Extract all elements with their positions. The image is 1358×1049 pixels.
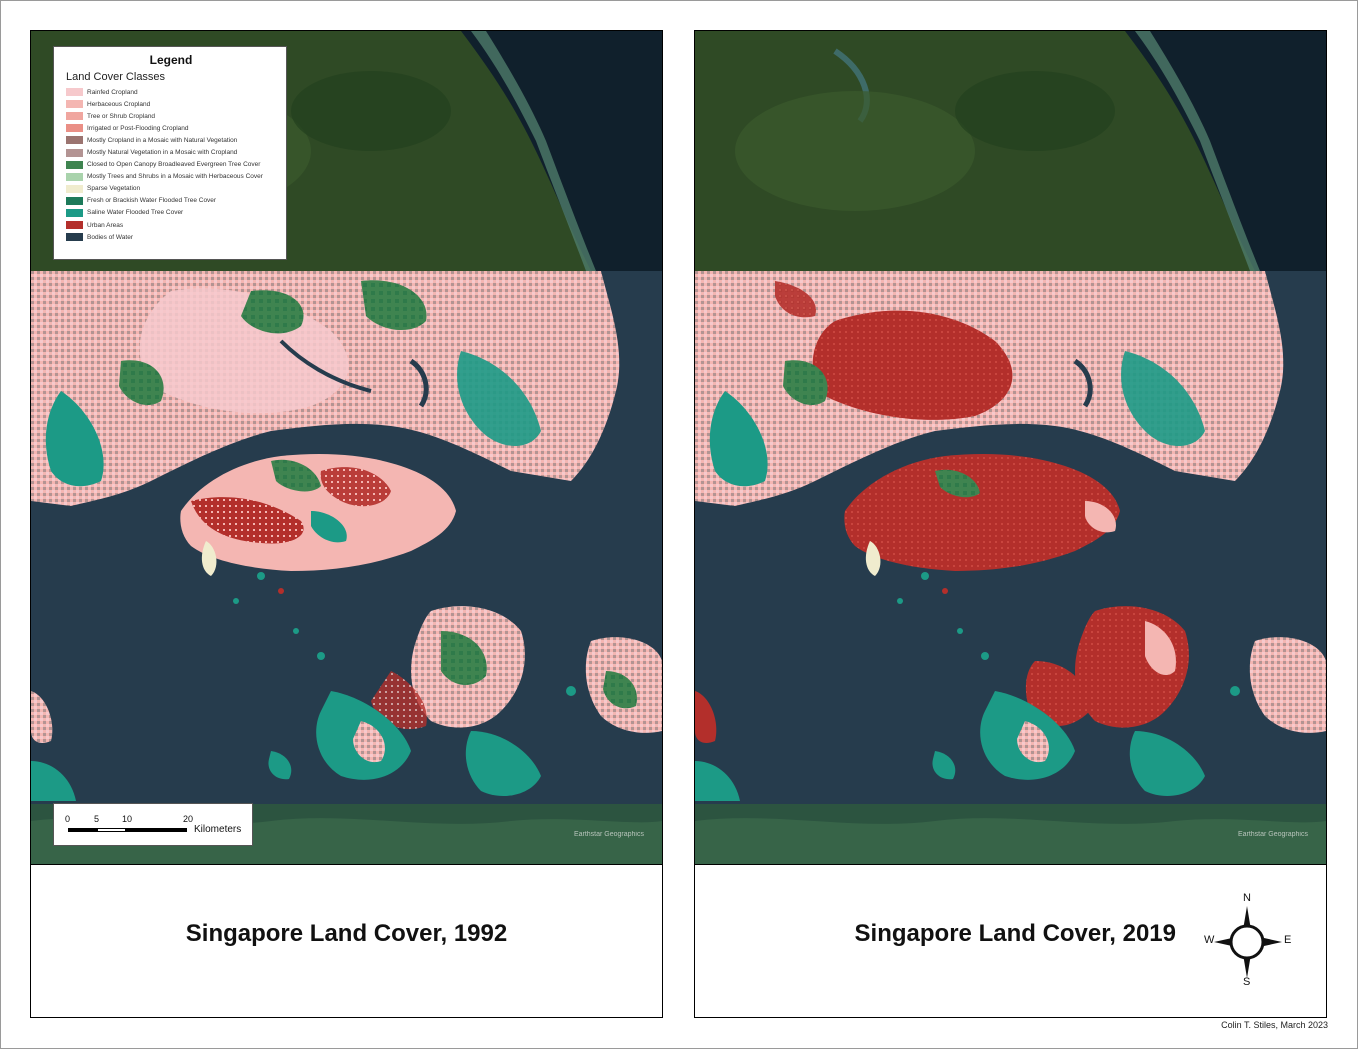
legend-item: Sparse Vegetation xyxy=(66,183,276,195)
compass-w: W xyxy=(1204,934,1215,946)
legend-swatch xyxy=(66,172,83,181)
legend-item: Fresh or Brackish Water Flooded Tree Cov… xyxy=(66,195,276,207)
map-title-2019: Singapore Land Cover, 2019 xyxy=(854,920,1176,947)
scale-unit: Kilometers xyxy=(194,824,242,835)
scale-tick-10: 10 xyxy=(122,814,133,824)
land-cover-map-2019 xyxy=(695,31,1326,864)
title-area-1992: Singapore Land Cover, 1992 xyxy=(31,864,662,1018)
legend-label: Sparse Vegetation xyxy=(87,185,141,193)
compass-s: S xyxy=(1243,976,1251,988)
map-frame-2019[interactable]: Earthstar Geographics xyxy=(695,31,1326,864)
legend-label: Saline Water Flooded Tree Cover xyxy=(87,209,184,217)
legend-label: Mostly Natural Vegetation in a Mosaic wi… xyxy=(87,149,238,157)
title-area-2019: Singapore Land Cover, 2019 xyxy=(695,864,1326,1018)
legend-label: Irrigated or Post-Flooding Cropland xyxy=(87,124,189,132)
legend-swatch xyxy=(66,112,83,121)
legend-items: Rainfed Cropland Herbaceous Cropland Tree … xyxy=(66,86,276,243)
sparse-vegetation-patch xyxy=(865,541,881,576)
legend-label: Bodies of Water xyxy=(87,233,134,241)
legend-label: Mostly Cropland in a Mosaic with Natural… xyxy=(87,136,238,144)
legend-item: Saline Water Flooded Tree Cover xyxy=(66,207,276,219)
legend-item: Irrigated or Post-Flooding Cropland xyxy=(66,122,276,134)
legend-item: Herbaceous Cropland xyxy=(66,98,276,110)
sparse-vegetation-patch xyxy=(201,541,217,576)
legend-title: Legend xyxy=(149,53,193,67)
attribution-2019: Earthstar Geographics xyxy=(1237,831,1308,838)
legend-swatch xyxy=(66,221,83,230)
legend-label: Tree or Shrub Cropland xyxy=(87,112,156,120)
legend-swatch xyxy=(66,124,83,133)
map-title-1992: Singapore Land Cover, 1992 xyxy=(185,920,508,947)
scale-tick-20: 20 xyxy=(183,814,194,824)
legend-swatch xyxy=(66,184,83,193)
legend-swatch xyxy=(66,88,83,97)
legend-swatch xyxy=(66,160,83,169)
legend-label: Closed to Open Canopy Broadleaved Evergr… xyxy=(87,161,261,169)
legend-item: Urban Areas xyxy=(66,219,276,231)
legend-item: Tree or Shrub Cropland xyxy=(66,110,276,122)
legend-swatch xyxy=(66,196,83,205)
legend-item: Closed to Open Canopy Broadleaved Evergr… xyxy=(66,159,276,171)
legend-item: Bodies of Water xyxy=(66,231,276,243)
legend-swatch xyxy=(66,233,83,242)
scale-segment-3 xyxy=(126,828,187,832)
legend-item: Mostly Natural Vegetation in a Mosaic wi… xyxy=(66,146,276,158)
legend-label: Urban Areas xyxy=(87,221,124,229)
land-cover-map-1992 xyxy=(31,31,662,864)
compass-e: E xyxy=(1284,934,1292,946)
singapore-island xyxy=(844,454,1120,571)
map-panel-2019: Earthstar Geographics Singapore Land Cov… xyxy=(694,30,1327,1018)
scale-bar: 0 5 10 20 Kilometers xyxy=(53,803,253,846)
legend-label: Fresh or Brackish Water Flooded Tree Cov… xyxy=(87,197,217,205)
bintan-island xyxy=(1249,637,1326,733)
scale-segment-1 xyxy=(68,828,97,832)
compass-rose-icon xyxy=(1214,906,1282,978)
legend-swatch xyxy=(66,148,83,157)
map-frame-1992[interactable]: Legend Land Cover Classes Rainfed Cropla… xyxy=(31,31,662,864)
legend-swatch xyxy=(66,100,83,109)
author-credit: Colin T. Stiles, March 2023 xyxy=(1221,1020,1328,1030)
legend-subtitle: Land Cover Classes xyxy=(66,71,166,83)
scale-segment-2 xyxy=(97,828,126,832)
legend-label: Herbaceous Cropland xyxy=(87,100,151,108)
map-panel-1992: Legend Land Cover Classes Rainfed Cropla… xyxy=(30,30,663,1018)
attribution-1992: Earthstar Geographics xyxy=(573,831,644,838)
north-arrow: N W E S xyxy=(1204,892,1294,992)
legend: Legend Land Cover Classes Rainfed Cropla… xyxy=(53,46,287,260)
legend-swatch xyxy=(66,208,83,217)
legend-item: Rainfed Cropland xyxy=(66,86,276,98)
compass-n: N xyxy=(1243,892,1251,904)
legend-swatch xyxy=(66,136,83,145)
legend-label: Rainfed Cropland xyxy=(87,88,138,96)
scale-tick-5: 5 xyxy=(94,814,100,824)
legend-label: Mostly Trees and Shrubs in a Mosaic with… xyxy=(87,173,263,181)
legend-item: Mostly Trees and Shrubs in a Mosaic with… xyxy=(66,171,276,183)
scale-tick-0: 0 xyxy=(65,814,71,824)
legend-item: Mostly Cropland in a Mosaic with Natural… xyxy=(66,134,276,146)
